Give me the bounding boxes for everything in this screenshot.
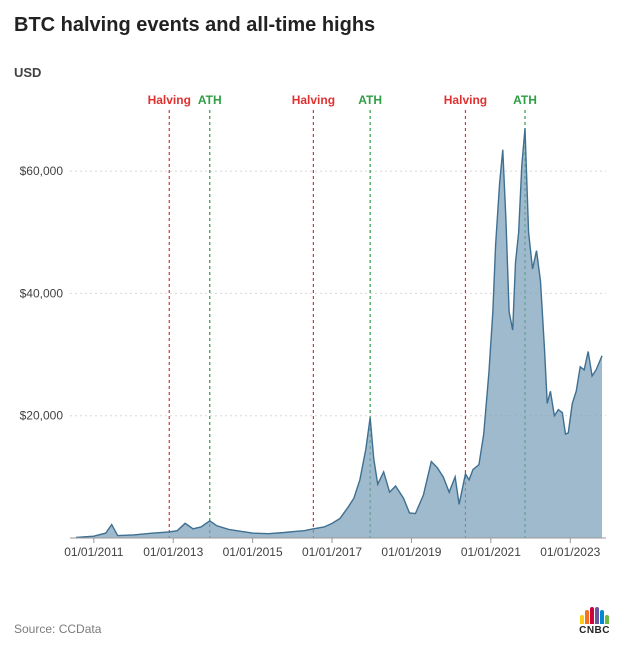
chart-area: $20,000 $40,000 $60,000 Halving ATH Halving AT…	[14, 86, 614, 586]
area-chart-svg: $20,000 $40,000 $60,000 Halving ATH Halving AT…	[14, 86, 614, 586]
y-axis-label: USD	[14, 65, 616, 80]
svg-text:01/01/2017: 01/01/2017	[302, 545, 362, 559]
svg-text:01/01/2019: 01/01/2019	[381, 545, 441, 559]
svg-text:01/01/2021: 01/01/2021	[461, 545, 521, 559]
svg-text:01/01/2013: 01/01/2013	[143, 545, 203, 559]
svg-text:$60,000: $60,000	[20, 164, 64, 178]
svg-text:Halving: Halving	[292, 93, 335, 107]
svg-text:$40,000: $40,000	[20, 286, 64, 300]
svg-text:ATH: ATH	[198, 93, 222, 107]
svg-text:ATH: ATH	[358, 93, 382, 107]
svg-text:01/01/2011: 01/01/2011	[64, 545, 123, 559]
svg-text:ATH: ATH	[513, 93, 537, 107]
svg-text:Halving: Halving	[444, 93, 487, 107]
svg-text:$20,000: $20,000	[20, 409, 64, 423]
cnbc-logo: CNBC	[579, 606, 610, 636]
svg-text:Halving: Halving	[148, 93, 191, 107]
svg-text:01/01/2023: 01/01/2023	[540, 545, 600, 559]
cnbc-peacock-icon	[580, 606, 610, 624]
chart-title: BTC halving events and all-time highs	[14, 14, 616, 37]
cnbc-text: CNBC	[579, 625, 610, 636]
source-text: Source: CCData	[14, 622, 101, 636]
svg-text:01/01/2015: 01/01/2015	[223, 545, 283, 559]
